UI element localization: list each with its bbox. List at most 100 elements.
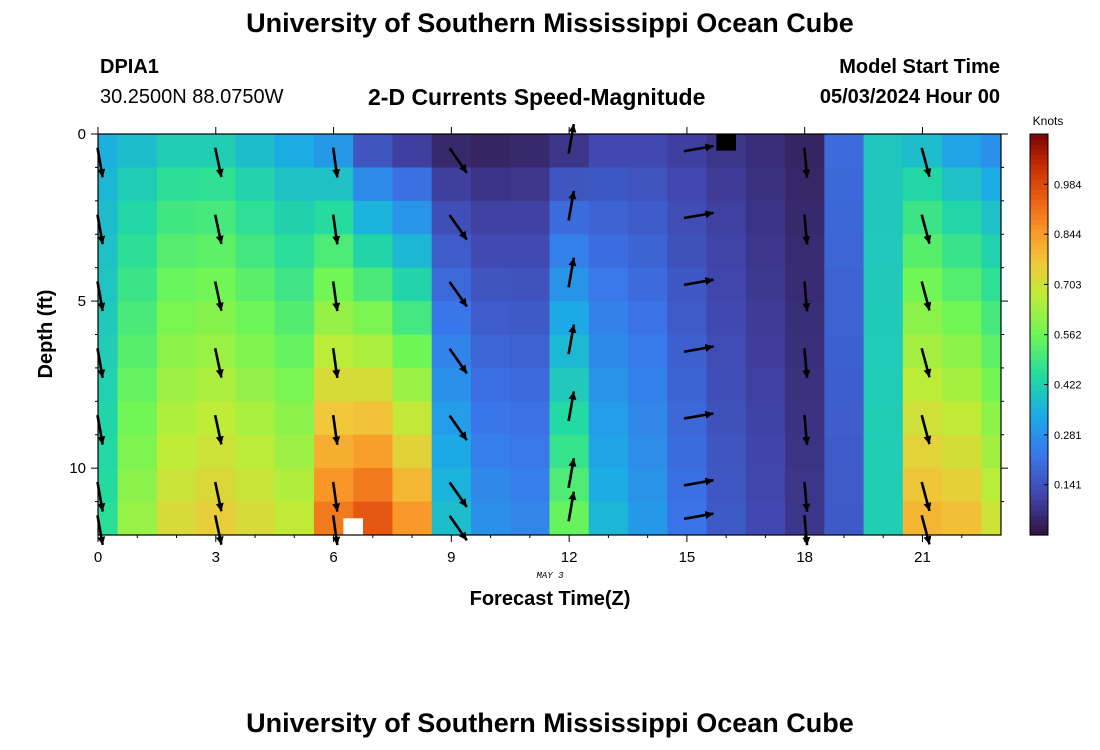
heatmap-cell [902, 301, 943, 335]
heatmap-cell [156, 401, 197, 436]
heatmap-cell [628, 234, 668, 269]
heatmap-cell [235, 267, 276, 302]
colorbar-segment [1030, 364, 1048, 371]
current-arrow-head [704, 410, 714, 419]
current-arrow-head [568, 491, 577, 501]
heatmap-cell [470, 367, 511, 402]
heatmap-cell [667, 301, 708, 335]
colorbar-segment [1030, 384, 1048, 391]
heatmap-cell [392, 301, 433, 335]
heatmap-cell [274, 401, 315, 436]
current-arrow [802, 147, 811, 178]
heatmap-cell [156, 501, 197, 536]
heatmap-cell [706, 167, 747, 202]
heatmap-cell [392, 367, 433, 402]
heatmap-cell [942, 267, 982, 302]
current-arrow-head [704, 343, 714, 352]
colorbar-segment [1030, 164, 1048, 170]
heatmap-cell [628, 501, 668, 536]
y-axis-ticks: 0 5 10 [69, 126, 1008, 503]
heatmap-cell [745, 200, 786, 235]
colorbar-segment [1030, 479, 1048, 486]
colorbar-segment [1030, 244, 1048, 250]
heatmap-cell [470, 468, 511, 503]
current-arrow [567, 324, 577, 355]
colorbar-segment [1030, 299, 1048, 306]
heatmap-cell [235, 434, 276, 469]
colorbar-segment [1030, 349, 1048, 356]
heatmap-cell [706, 468, 747, 503]
heatmap-cell [470, 234, 511, 269]
current-arrow [448, 147, 468, 174]
heatmap-cell [117, 134, 158, 168]
y-tick-label: 5 [78, 293, 86, 310]
heatmap-cell [981, 334, 1002, 369]
colorbar-segment [1030, 174, 1048, 180]
colorbar-segment [1030, 239, 1048, 245]
colorbar-segment [1030, 184, 1048, 190]
colorbar-segment [1030, 274, 1048, 280]
heatmap-cell [863, 501, 904, 536]
x-axis-label: Forecast Time(Z) [470, 588, 631, 610]
current-arrow [331, 214, 341, 245]
current-arrow [802, 481, 811, 512]
heatmap-cell [156, 200, 197, 235]
heatmap-cell [902, 434, 943, 469]
heatmap-cell [117, 501, 158, 536]
heatmap-cell [588, 434, 629, 469]
heatmap-cell [510, 167, 550, 202]
heatmap-cell [863, 434, 904, 469]
heatmap-cell [117, 167, 158, 202]
colorbar-segment [1030, 259, 1048, 265]
current-arrow-head [704, 210, 714, 219]
current-arrow-head [568, 324, 577, 334]
current-arrow-head [215, 435, 224, 445]
heatmap-cell [98, 334, 119, 369]
current-arrow [683, 511, 714, 521]
current-arrow [331, 147, 341, 178]
heatmap-cell [863, 267, 904, 302]
colorbar-segment [1030, 509, 1048, 516]
current-arrow [920, 147, 932, 178]
current-arrow [331, 348, 341, 379]
heatmap-cell [628, 167, 668, 202]
current-arrow-head [802, 236, 811, 245]
heatmap-cell [353, 200, 393, 235]
current-arrow-head [97, 536, 106, 545]
heatmap-cell [353, 167, 393, 202]
heatmap-cell [824, 167, 865, 202]
heatmap-cell [235, 301, 276, 335]
heatmap-cell [942, 167, 982, 202]
heatmap-cell [117, 334, 158, 369]
heatmap [98, 134, 1002, 536]
current-arrow [802, 348, 811, 379]
heatmap-cell [981, 468, 1002, 503]
colorbar-segment [1030, 424, 1048, 431]
heatmap-cell [470, 501, 511, 536]
colorbar-segment [1030, 324, 1048, 331]
heatmap-cell [824, 301, 865, 335]
heatmap-cell [196, 167, 236, 202]
current-arrow-head [215, 168, 224, 178]
heatmap-cell [745, 134, 786, 168]
current-arrow-head [458, 364, 467, 374]
heatmap-cell [274, 267, 315, 302]
heatmap-cell [706, 200, 747, 235]
heatmap-cell [824, 134, 865, 168]
chart-subtitle: 2-D Currents Speed-Magnitude [368, 84, 706, 110]
colorbar-segment [1030, 264, 1048, 270]
colorbar-segment [1030, 334, 1048, 341]
heatmap-cell [745, 334, 786, 369]
heatmap-cell [745, 301, 786, 335]
current-arrow [331, 281, 341, 312]
heatmap-cell [470, 200, 511, 235]
colorbar-segment [1030, 489, 1048, 496]
footer-title: University of Southern Mississippi Ocean… [246, 708, 854, 738]
current-arrow-head [215, 302, 224, 311]
colorbar-segment [1030, 254, 1048, 260]
heatmap-cell [510, 334, 550, 369]
heatmap-cell [117, 234, 158, 269]
heatmap-cell [824, 434, 865, 469]
heatmap-cell [588, 401, 629, 436]
current-arrow-head [568, 190, 577, 200]
